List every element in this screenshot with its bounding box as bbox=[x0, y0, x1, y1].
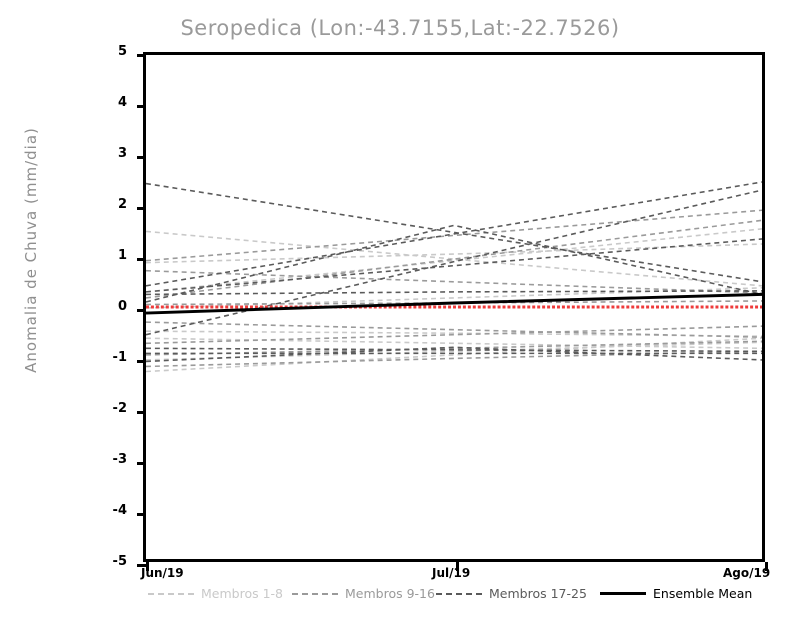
y-tick-0 bbox=[137, 308, 146, 312]
ensemble-mean-line bbox=[146, 292, 762, 315]
y-tick-label--2: -2 bbox=[112, 401, 127, 416]
series-line bbox=[146, 300, 762, 306]
series-line bbox=[146, 337, 762, 350]
series-line bbox=[146, 181, 762, 287]
y-tick-label-0: 0 bbox=[117, 299, 127, 314]
y-tick-1 bbox=[137, 257, 146, 261]
legend-label: Membros 9-16 bbox=[345, 586, 435, 601]
series-line bbox=[146, 350, 762, 368]
series-line bbox=[146, 230, 762, 287]
legend-item-3[interactable]: Membros 17-25 bbox=[436, 586, 587, 601]
y-tick-3 bbox=[137, 155, 146, 159]
y-tick-5 bbox=[137, 53, 146, 57]
x-tick-label-1: Jul/19 bbox=[432, 566, 471, 580]
series-line bbox=[146, 224, 762, 303]
chart-title: Seropedica (Lon:-43.7155,Lat:-22.7526) bbox=[180, 16, 620, 40]
series-line bbox=[146, 219, 762, 299]
y-tick-label-2: 2 bbox=[117, 197, 127, 212]
y-tick--1 bbox=[137, 359, 146, 363]
legend-item-1[interactable]: Membros 1-8 bbox=[148, 586, 283, 601]
y-tick-label--5: -5 bbox=[112, 554, 127, 569]
y-tick--5 bbox=[137, 563, 146, 567]
x-tick-1 bbox=[455, 562, 459, 571]
series-line bbox=[146, 290, 762, 296]
y-tick-4 bbox=[137, 104, 146, 108]
series-line bbox=[146, 209, 762, 262]
y-tick-label-3: 3 bbox=[117, 146, 127, 161]
series-line bbox=[146, 243, 762, 264]
y-tick-label-1: 1 bbox=[117, 248, 127, 263]
legend-swatch bbox=[436, 592, 482, 595]
legend-label: Ensemble Mean bbox=[653, 586, 753, 601]
legend-swatch bbox=[600, 592, 646, 595]
y-tick--3 bbox=[137, 461, 146, 465]
y-tick-label--3: -3 bbox=[112, 452, 127, 467]
y-tick-2 bbox=[137, 206, 146, 210]
x-tick-0 bbox=[146, 562, 149, 571]
series-line bbox=[146, 321, 762, 339]
x-tick-label-2: Ago/19 bbox=[723, 566, 771, 580]
y-tick-label--4: -4 bbox=[112, 503, 127, 518]
y-axis-label: Anomalia de Chuva (mm/dia) bbox=[22, 127, 40, 373]
y-tick--4 bbox=[137, 512, 146, 516]
legend-label: Membros 1-8 bbox=[201, 586, 284, 601]
legend-item-4[interactable]: Ensemble Mean bbox=[600, 586, 752, 601]
y-tick--2 bbox=[137, 410, 146, 414]
y-tick-label-4: 4 bbox=[117, 95, 127, 110]
series-line bbox=[146, 238, 762, 293]
series-line bbox=[146, 189, 762, 336]
series-line bbox=[146, 325, 762, 345]
legend-item-2[interactable]: Membros 9-16 bbox=[292, 586, 435, 601]
series-line bbox=[146, 269, 762, 294]
chart-legend: Membros 1-8 Membros 9-16 Membros 17-25 Ense… bbox=[0, 586, 800, 608]
x-tick-label-0: Jun/19 bbox=[141, 566, 184, 580]
legend-swatch bbox=[148, 592, 194, 595]
legend-label: Membros 17-25 bbox=[489, 586, 587, 601]
series-line bbox=[146, 346, 762, 363]
series-canvas bbox=[146, 181, 762, 373]
legend-swatch bbox=[292, 592, 338, 595]
plot-area bbox=[137, 52, 768, 571]
x-tick-2 bbox=[765, 562, 768, 571]
series-line bbox=[146, 330, 762, 338]
y-tick-label--1: -1 bbox=[112, 350, 127, 365]
series-line bbox=[146, 182, 762, 283]
series-line bbox=[146, 347, 762, 353]
y-tick-label-5: 5 bbox=[117, 44, 127, 59]
series-line bbox=[146, 337, 762, 373]
